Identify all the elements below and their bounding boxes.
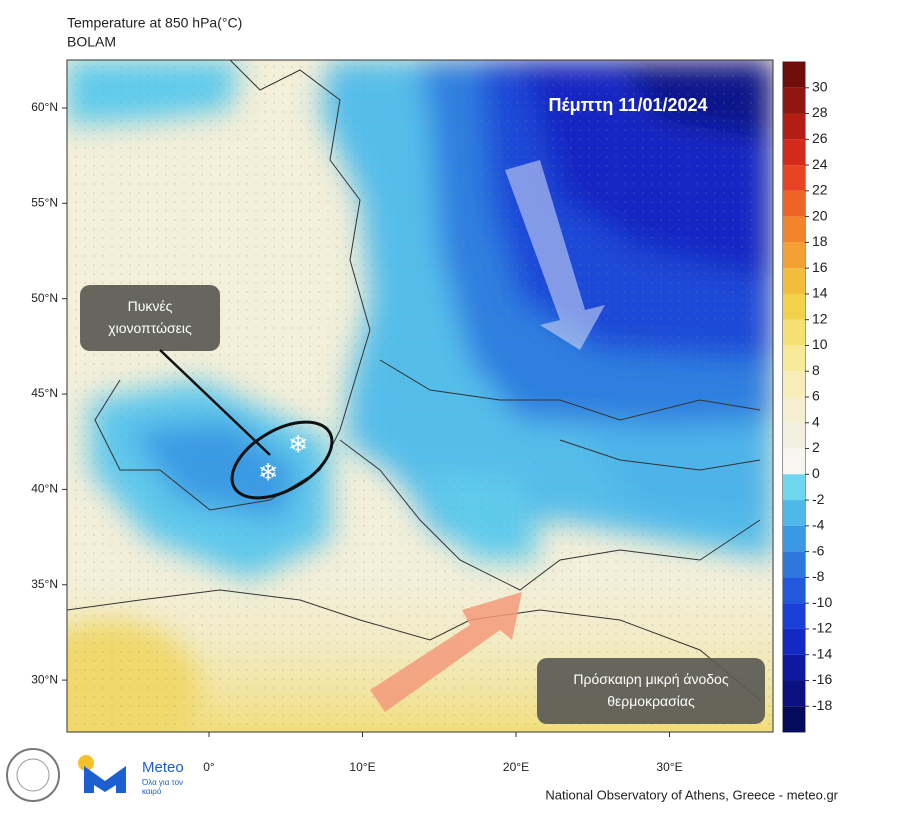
lon-tick-label: 20°E — [503, 760, 529, 774]
lon-tick-label: 0° — [203, 760, 215, 774]
annotation-line: χιονοπτώσεις — [108, 320, 192, 336]
coastlines — [67, 60, 761, 701]
grid-values — [67, 60, 773, 732]
annotation-box — [537, 658, 765, 724]
colorbar-tick-label: 22 — [812, 182, 828, 198]
snow-ellipse — [230, 420, 334, 500]
colorbar-segment — [783, 165, 805, 191]
colorbar-segment — [783, 87, 805, 114]
lat-tick-label: 30°N — [31, 672, 58, 686]
colorbar-tick-label: 24 — [812, 156, 828, 172]
map-subtitle: BOLAM — [67, 34, 116, 50]
lat-tick-label: 45°N — [31, 386, 58, 400]
colorbar-tick-label: 10 — [812, 336, 828, 352]
colorbar-tick-label: 18 — [812, 233, 828, 249]
footer: National Observatory of Athens, Greece -… — [545, 787, 838, 802]
colorbar-segment — [783, 139, 805, 166]
colorbar-tick-label: -14 — [812, 645, 832, 661]
colorbar-segment — [783, 345, 805, 372]
lat-tick-label: 35°N — [31, 577, 58, 591]
map-frame — [66, 59, 774, 733]
colorbar-tick-label: -4 — [812, 517, 825, 533]
lat-tick-label: 55°N — [31, 196, 58, 210]
colorbar-segment — [783, 654, 805, 681]
colorbar-tick-label: 28 — [812, 104, 828, 120]
colorbar-segment — [783, 448, 805, 475]
colorbar-segment — [783, 242, 805, 269]
colorbar-tick-label: -10 — [812, 594, 832, 610]
colorbar-segment — [783, 474, 805, 501]
annotation: Πρόσκαιρη μικρή άνοδος θερμοκρασίας — [573, 671, 728, 709]
colorbar-segment — [783, 706, 805, 732]
colorbar-segment — [783, 371, 805, 397]
logo-m — [84, 766, 126, 793]
colorbar-segment — [783, 113, 805, 140]
colorbar-tick-label: 26 — [812, 130, 828, 146]
colorbar-segment — [783, 397, 805, 423]
colorbar-tick-label: 12 — [812, 310, 828, 326]
warm-arrow — [370, 592, 522, 712]
colorbar-segment — [783, 525, 805, 552]
colorbar-tick-label: 8 — [812, 362, 820, 378]
annotation-box — [80, 285, 220, 351]
cold-arrow — [505, 160, 605, 350]
colorbar-tick-label: -18 — [812, 697, 832, 713]
logo: Meteo Όλα για τον καιρό — [6, 748, 184, 802]
map-title: Temperature at 850 hPa(°C) — [67, 15, 242, 31]
colorbar-segment — [783, 603, 805, 629]
colorbar-segment — [783, 422, 805, 449]
annotation: Πυκνές χιονοπτώσεις — [108, 298, 192, 336]
colorbar-segment — [783, 680, 805, 707]
lat-tick-label: 60°N — [31, 100, 58, 114]
colorbar-tick-label: 14 — [812, 285, 828, 301]
lat-tick-label: 40°N — [31, 482, 58, 496]
colorbar-tick-label: 6 — [812, 388, 820, 404]
observatory-seal — [16, 758, 50, 792]
annotation-pointer — [159, 349, 271, 456]
annotation-line: Πρόσκαιρη μικρή άνοδος — [573, 671, 728, 687]
lon-tick-label: 30°E — [656, 760, 682, 774]
colorbar-tick-label: 16 — [812, 259, 828, 275]
colorbar-segment — [783, 628, 805, 655]
date-label: Πέμπτη 11/01/2024 — [548, 95, 707, 115]
annotation-line: θερμοκρασίας — [607, 693, 695, 709]
colorbar-segment — [783, 268, 805, 294]
logo-sun — [78, 755, 94, 771]
colorbar-tick-label: -6 — [812, 542, 825, 558]
lon-tick-label: 10°E — [349, 760, 375, 774]
snowflake-icon: ❄ — [288, 431, 308, 458]
colorbar-tick-label: 2 — [812, 439, 820, 455]
colorbar-segment — [783, 216, 805, 243]
colorbar-tick-label: -16 — [812, 671, 832, 687]
map-area: Πυκνές χιονοπτώσεις ❄ ❄ Πέμπτη 11/01/2024… — [67, 60, 773, 732]
colorbar-tick-label: -2 — [812, 491, 825, 507]
colorbar-tick-label: 4 — [812, 413, 820, 429]
colorbar-tick-label: 30 — [812, 78, 828, 94]
lat-tick-label: 50°N — [31, 291, 58, 305]
colorbar-tick-label: -8 — [812, 568, 825, 584]
colorbar-segment — [783, 62, 805, 88]
annotation-line: Πυκνές — [128, 298, 173, 314]
observatory-seal — [6, 748, 60, 802]
logo-name: Meteo — [142, 759, 184, 776]
colorbar-segment — [783, 190, 805, 217]
logo-tagline: Όλα για τον καιρό — [142, 778, 184, 796]
colorbar-segment — [783, 293, 805, 320]
colorbar-segment — [783, 577, 805, 604]
snowflake-icon: ❄ — [258, 459, 278, 486]
colorbar-tick-label: 20 — [812, 207, 828, 223]
colorbar-tick-label: -12 — [812, 620, 832, 636]
colorbar-segment — [783, 319, 805, 346]
colorbar-tick-label: 0 — [812, 465, 820, 481]
colorbar-segment — [783, 551, 805, 578]
logo-tagline-box: Όλα για τον καιρό — [142, 778, 184, 796]
colorbar-segment — [783, 500, 805, 526]
